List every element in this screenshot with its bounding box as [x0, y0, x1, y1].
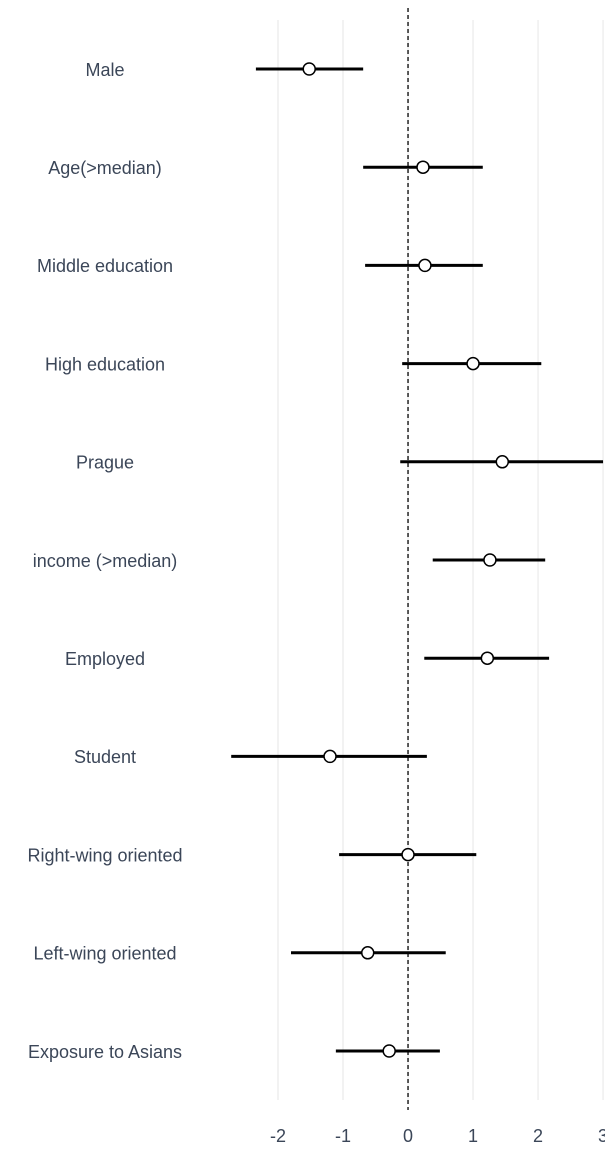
y-tick-label: Age(>median)	[48, 158, 162, 178]
x-tick-label: 3	[598, 1126, 605, 1146]
estimate-point	[495, 455, 510, 469]
estimate-point	[418, 258, 432, 273]
estimate-point	[416, 160, 430, 174]
estimate-point	[302, 62, 316, 76]
x-tick-label: -1	[335, 1126, 351, 1146]
y-tick-label: Middle education	[37, 256, 173, 276]
y-tick-label: income (>median)	[33, 551, 178, 571]
x-tick-label: -2	[270, 1126, 286, 1146]
estimate-point	[401, 847, 415, 862]
y-tick-label: Prague	[76, 453, 134, 473]
estimate-point	[323, 749, 337, 764]
y-tick-label: Male	[85, 60, 124, 80]
y-tick-label: Right-wing oriented	[27, 845, 182, 865]
x-tick-label: 2	[533, 1126, 543, 1146]
y-tick-label: Employed	[65, 649, 145, 669]
y-tick-label: Student	[74, 747, 136, 767]
estimate-point	[360, 946, 375, 960]
y-tick-label: High education	[45, 354, 165, 374]
x-tick-label: 1	[468, 1126, 478, 1146]
estimate-point	[480, 651, 495, 665]
x-tick-label: 0	[403, 1126, 413, 1146]
y-tick-label: Left-wing oriented	[33, 944, 176, 964]
estimate-point	[483, 553, 497, 567]
y-tick-label: Exposure to Asians	[28, 1042, 182, 1062]
estimate-point	[382, 1044, 396, 1058]
estimate-point	[466, 356, 480, 371]
